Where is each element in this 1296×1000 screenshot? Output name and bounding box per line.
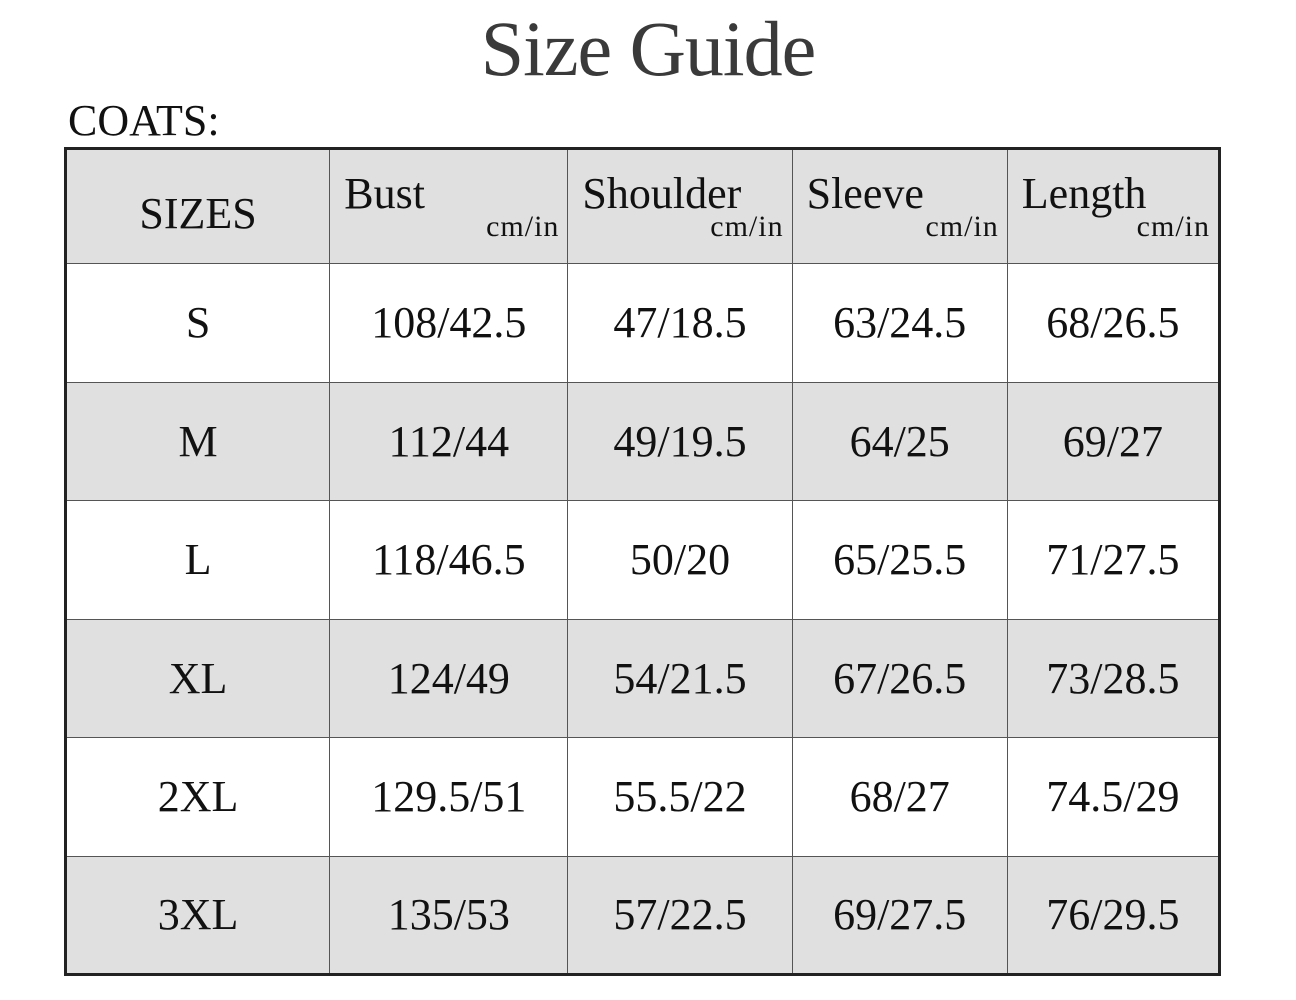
table-row: 3XL 135/53 57/22.5 69/27.5 76/29.5	[64, 855, 1221, 975]
table-header-row: SIZES Bust cm/in Shoulder cm/in Sleeve c…	[64, 148, 1221, 264]
cell-size: 2XL	[64, 737, 331, 857]
cell-bust: 112/44	[329, 381, 569, 501]
cell-size: M	[64, 381, 331, 501]
cell-bust: 124/49	[329, 618, 569, 738]
cell-sleeve: 65/25.5	[791, 500, 1008, 620]
table-row: M 112/44 49/19.5 64/25 69/27	[64, 381, 1221, 501]
cell-bust: 135/53	[329, 855, 569, 975]
header-bust: Bust cm/in	[329, 148, 569, 264]
cell-bust: 118/46.5	[329, 500, 569, 620]
table-row: 2XL 129.5/51 55.5/22 68/27 74.5/29	[64, 737, 1221, 857]
page-title: Size Guide	[480, 5, 816, 92]
table-row: L 118/46.5 50/20 65/25.5 71/27.5	[64, 500, 1221, 620]
section-label-coats: COATS:	[68, 96, 220, 145]
cell-shoulder: 57/22.5	[567, 855, 793, 975]
header-unit: cm/in	[925, 210, 999, 243]
cell-bust: 108/42.5	[329, 263, 569, 383]
cell-size: S	[64, 263, 331, 383]
cell-size: L	[64, 500, 331, 620]
header-label: Sleeve	[806, 169, 924, 218]
cell-shoulder: 49/19.5	[567, 381, 793, 501]
header-unit: cm/in	[710, 210, 784, 243]
cell-sleeve: 69/27.5	[791, 855, 1008, 975]
cell-shoulder: 47/18.5	[567, 263, 793, 383]
size-guide-table: SIZES Bust cm/in Shoulder cm/in Sleeve c…	[64, 147, 1221, 976]
cell-shoulder: 54/21.5	[567, 618, 793, 738]
cell-length: 74.5/29	[1006, 737, 1221, 857]
cell-sleeve: 68/27	[791, 737, 1008, 857]
cell-length: 71/27.5	[1006, 500, 1221, 620]
cell-length: 68/26.5	[1006, 263, 1221, 383]
header-unit: cm/in	[486, 210, 560, 243]
header-length: Length cm/in	[1006, 148, 1221, 264]
cell-sleeve: 63/24.5	[791, 263, 1008, 383]
header-shoulder: Shoulder cm/in	[567, 148, 793, 264]
header-label: Shoulder	[582, 169, 742, 218]
header-label: Length	[1021, 169, 1147, 218]
cell-length: 76/29.5	[1006, 855, 1221, 975]
cell-bust: 129.5/51	[329, 737, 569, 857]
cell-length: 69/27	[1006, 381, 1221, 501]
cell-length: 73/28.5	[1006, 618, 1221, 738]
table-row: S 108/42.5 47/18.5 63/24.5 68/26.5	[64, 263, 1221, 383]
cell-size: XL	[64, 618, 331, 738]
header-unit: cm/in	[1136, 210, 1210, 243]
cell-shoulder: 50/20	[567, 500, 793, 620]
cell-sleeve: 64/25	[791, 381, 1008, 501]
table-row: XL 124/49 54/21.5 67/26.5 73/28.5	[64, 618, 1221, 738]
cell-size: 3XL	[64, 855, 331, 975]
cell-shoulder: 55.5/22	[567, 737, 793, 857]
header-sizes: SIZES	[64, 148, 331, 264]
header-sleeve: Sleeve cm/in	[791, 148, 1008, 264]
header-label: Bust	[344, 169, 425, 218]
cell-sleeve: 67/26.5	[791, 618, 1008, 738]
header-label: SIZES	[139, 189, 257, 238]
